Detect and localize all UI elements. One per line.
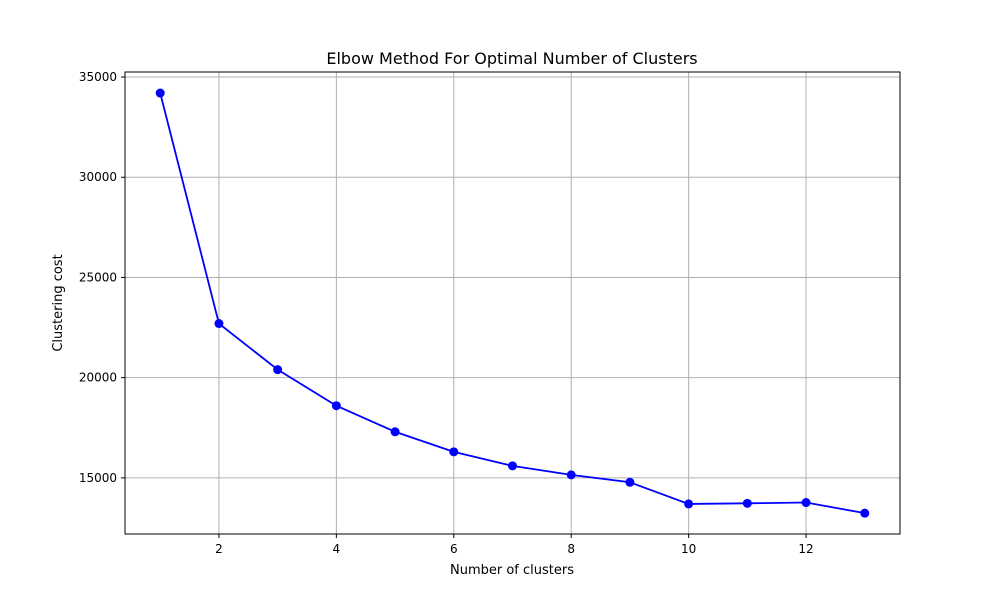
y-tick-label: 30000 xyxy=(79,170,117,184)
data-point xyxy=(860,508,870,518)
x-tick-label: 10 xyxy=(681,542,696,556)
chart-title: Elbow Method For Optimal Number of Clust… xyxy=(326,49,697,68)
series-layer xyxy=(155,88,870,518)
y-axis-label: Clustering cost xyxy=(51,254,66,351)
data-point xyxy=(566,470,576,480)
y-tick-label: 25000 xyxy=(79,270,117,284)
y-gridlines xyxy=(125,76,900,479)
data-point xyxy=(214,319,224,329)
data-point xyxy=(390,427,400,437)
x-gridlines xyxy=(218,72,807,534)
y-axis-ticks: 15000 20000 25000 30000 35000 xyxy=(79,70,125,485)
data-point xyxy=(273,365,283,375)
data-point xyxy=(508,461,517,471)
data-point xyxy=(449,447,459,457)
data-point xyxy=(742,498,752,508)
data-point xyxy=(801,498,811,508)
data-point xyxy=(331,401,341,411)
data-point xyxy=(684,499,694,509)
x-tick-label: 4 xyxy=(333,542,341,556)
y-tick-label: 15000 xyxy=(79,471,117,485)
x-tick-label: 8 xyxy=(567,542,575,556)
y-tick-label: 20000 xyxy=(79,371,117,385)
series-line xyxy=(159,92,865,515)
x-axis-label: Number of clusters xyxy=(450,563,574,578)
x-tick-label: 6 xyxy=(450,542,458,556)
plot-area-frame xyxy=(124,71,901,535)
y-tick-label: 35000 xyxy=(79,70,117,84)
data-point xyxy=(155,88,165,98)
data-point xyxy=(625,477,635,487)
x-axis-ticks: 2 4 6 8 10 12 xyxy=(215,534,814,556)
x-tick-label: 12 xyxy=(798,542,813,556)
x-tick-label: 2 xyxy=(215,542,223,556)
